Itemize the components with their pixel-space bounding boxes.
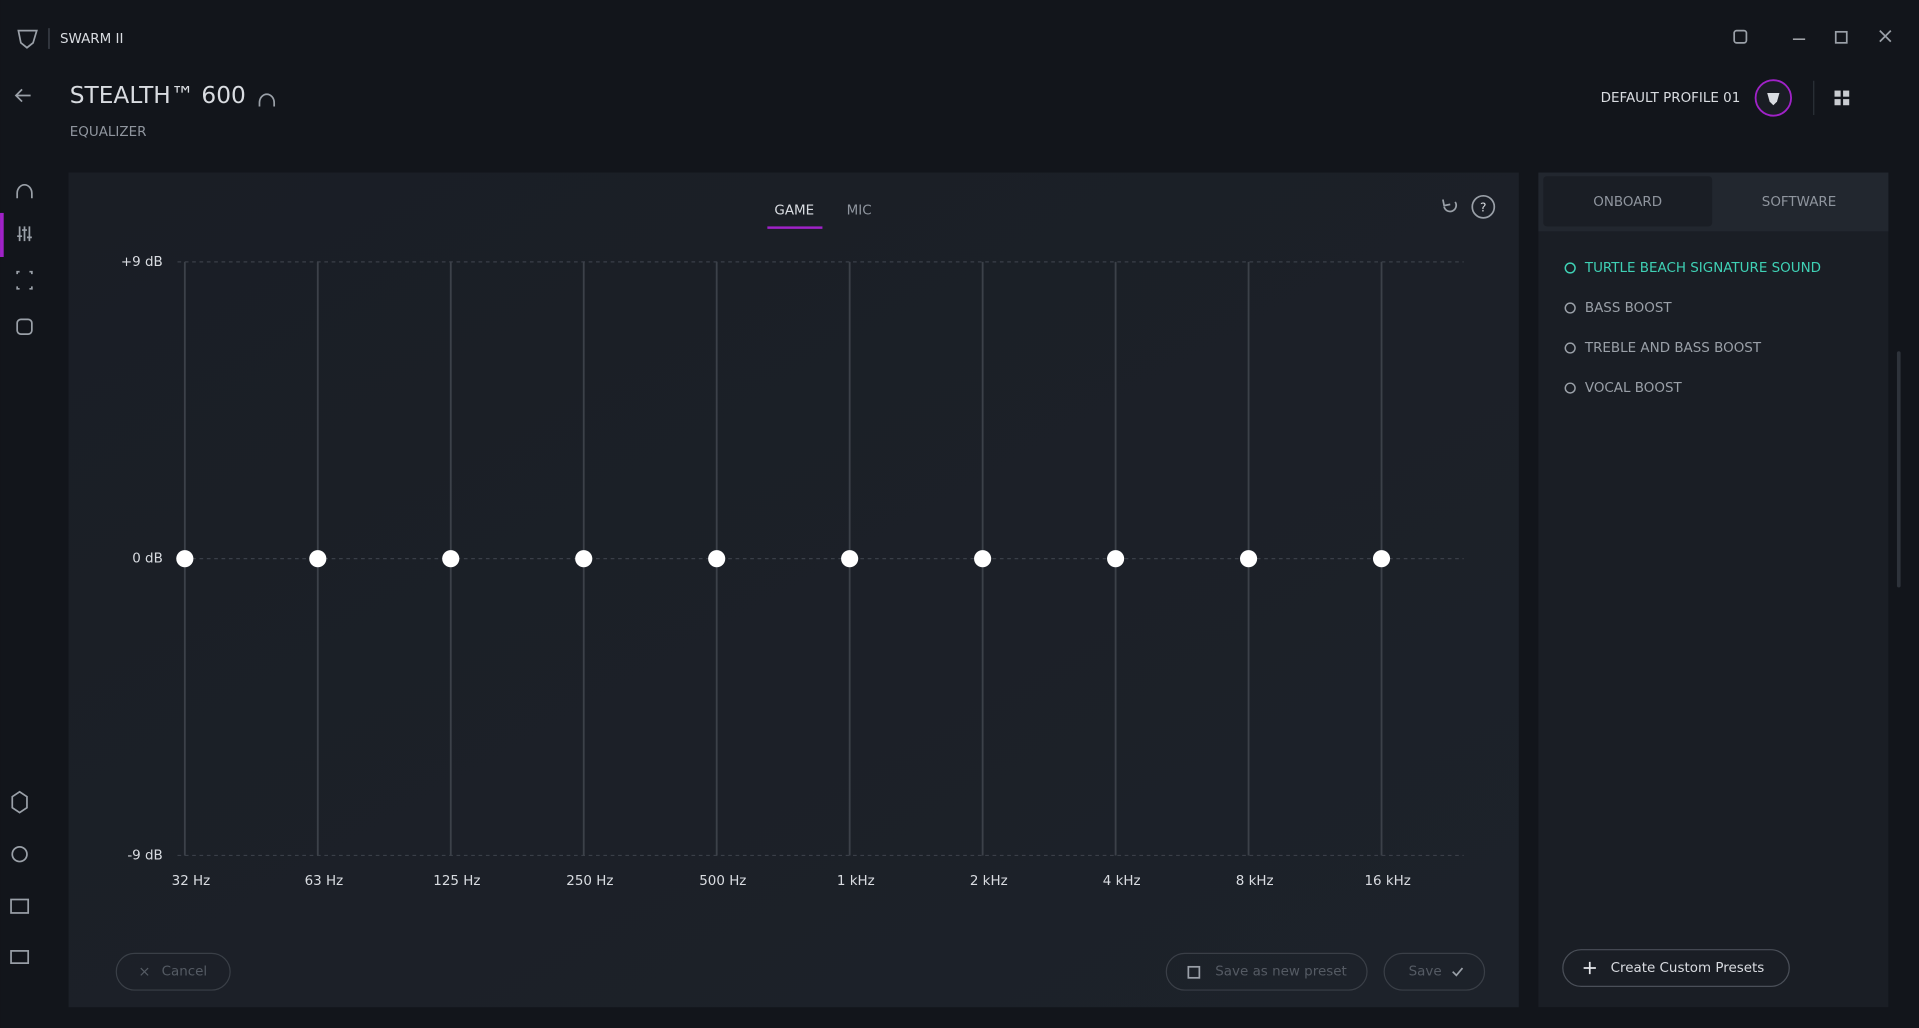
back-button[interactable] [14, 88, 31, 103]
plus-icon [1583, 961, 1596, 975]
preset-list: TURTLE BEACH SIGNATURE SOUND BASS BOOST TR… [1564, 261, 1821, 396]
band-knob[interactable] [841, 550, 859, 568]
preset-item[interactable]: TURTLE BEACH SIGNATURE SOUND [1584, 261, 1821, 276]
band-knob[interactable] [442, 550, 460, 568]
equalizer-panel [68, 172, 1519, 1008]
y-tick-label: +9 dB [121, 255, 163, 270]
tab-underline [767, 226, 823, 229]
create-preset-button[interactable] [1562, 949, 1790, 988]
preset-panel [1538, 172, 1889, 1008]
band-knob[interactable] [1372, 550, 1391, 568]
headset-icon [258, 93, 276, 107]
logo [17, 29, 38, 49]
save-preset-button[interactable] [1165, 952, 1368, 991]
preset-icon [1564, 342, 1576, 354]
preset-item[interactable]: BASS BOOST [1585, 301, 1672, 316]
tab-game[interactable]: GAME [774, 203, 814, 218]
cancel-icon [140, 967, 149, 976]
x-tick-label: 63 Hz [305, 874, 344, 889]
device-title: STEALTH™ 600 [70, 82, 246, 109]
save-icon [1452, 967, 1464, 977]
y-tick-label: -9 dB [127, 848, 162, 863]
band-knob[interactable] [575, 550, 593, 568]
nav-headset[interactable] [16, 183, 33, 199]
tab-mic[interactable]: MIC [847, 203, 872, 218]
create-preset-label: Create Custom Presets [1611, 961, 1765, 976]
nav-equalizer[interactable] [17, 226, 32, 242]
save-preset-label: Save as new preset [1215, 965, 1347, 980]
x-tick-label: 1 kHz [837, 874, 875, 889]
x-tick-label: 8 kHz [1236, 874, 1274, 889]
x-tick-label: 250 Hz [566, 874, 613, 889]
preset-icon [1564, 302, 1576, 314]
nav-macro[interactable] [11, 790, 28, 814]
band-knob[interactable] [974, 550, 992, 568]
save-preset-icon [1187, 965, 1201, 979]
help-button[interactable] [1471, 194, 1496, 219]
band-knob[interactable] [708, 550, 726, 568]
x-tick-label: 32 Hz [172, 874, 211, 889]
x-tick-label: 500 Hz [699, 874, 746, 889]
profile-name: DEFAULT PROFILE 01 [1601, 91, 1741, 106]
scrollbar [1896, 351, 1901, 588]
close-button[interactable] [1879, 29, 1892, 43]
x-tick-label: 4 kHz [1103, 874, 1141, 889]
preset-icon [1564, 262, 1576, 274]
section-title: EQUALIZER [70, 125, 147, 140]
tab-onboard[interactable]: ONBOARD [1593, 195, 1662, 210]
y-tick-label: 0 dB [132, 552, 163, 567]
x-tick-label: 125 Hz [433, 874, 480, 889]
reset-button[interactable] [1442, 199, 1458, 213]
grid-view-button[interactable] [1834, 90, 1850, 106]
cancel-button[interactable] [115, 952, 231, 991]
preset-icon [1564, 382, 1576, 394]
nav-active-indicator [0, 212, 4, 257]
tab-software[interactable]: SOFTWARE [1762, 195, 1836, 210]
preset-item[interactable]: VOCAL BOOST [1585, 381, 1683, 396]
band-knob[interactable] [176, 550, 194, 568]
app-name: SWARM II [60, 32, 123, 47]
band-knob[interactable] [1239, 550, 1258, 568]
band-knob[interactable] [1107, 550, 1125, 568]
nav-settings[interactable] [11, 846, 28, 863]
profile-logo [1767, 93, 1780, 106]
equalizer-chart: +9 dB 0 dB -9 dB 32 Hz 63 Hz 125 Hz 250 Hz 500 … [121, 255, 1464, 889]
x-tick-label: 16 kHz [1364, 874, 1410, 889]
save-button[interactable] [1383, 952, 1486, 991]
nav-device[interactable] [16, 318, 33, 335]
preset-item[interactable]: TREBLE AND BASS BOOST [1584, 341, 1762, 356]
nav-feedback[interactable] [10, 950, 30, 964]
onboard-tab-bg [1543, 176, 1713, 227]
band-knob[interactable] [309, 550, 327, 568]
x-tick-label: 2 kHz [970, 874, 1008, 889]
cancel-label: Cancel [162, 965, 208, 980]
save-label: Save [1409, 965, 1442, 980]
maximize-button[interactable] [1834, 30, 1848, 44]
nav-library[interactable] [10, 898, 30, 914]
nav-mic[interactable] [16, 270, 33, 290]
help-icon: ? [1480, 201, 1487, 215]
notification-button[interactable] [1733, 29, 1748, 44]
